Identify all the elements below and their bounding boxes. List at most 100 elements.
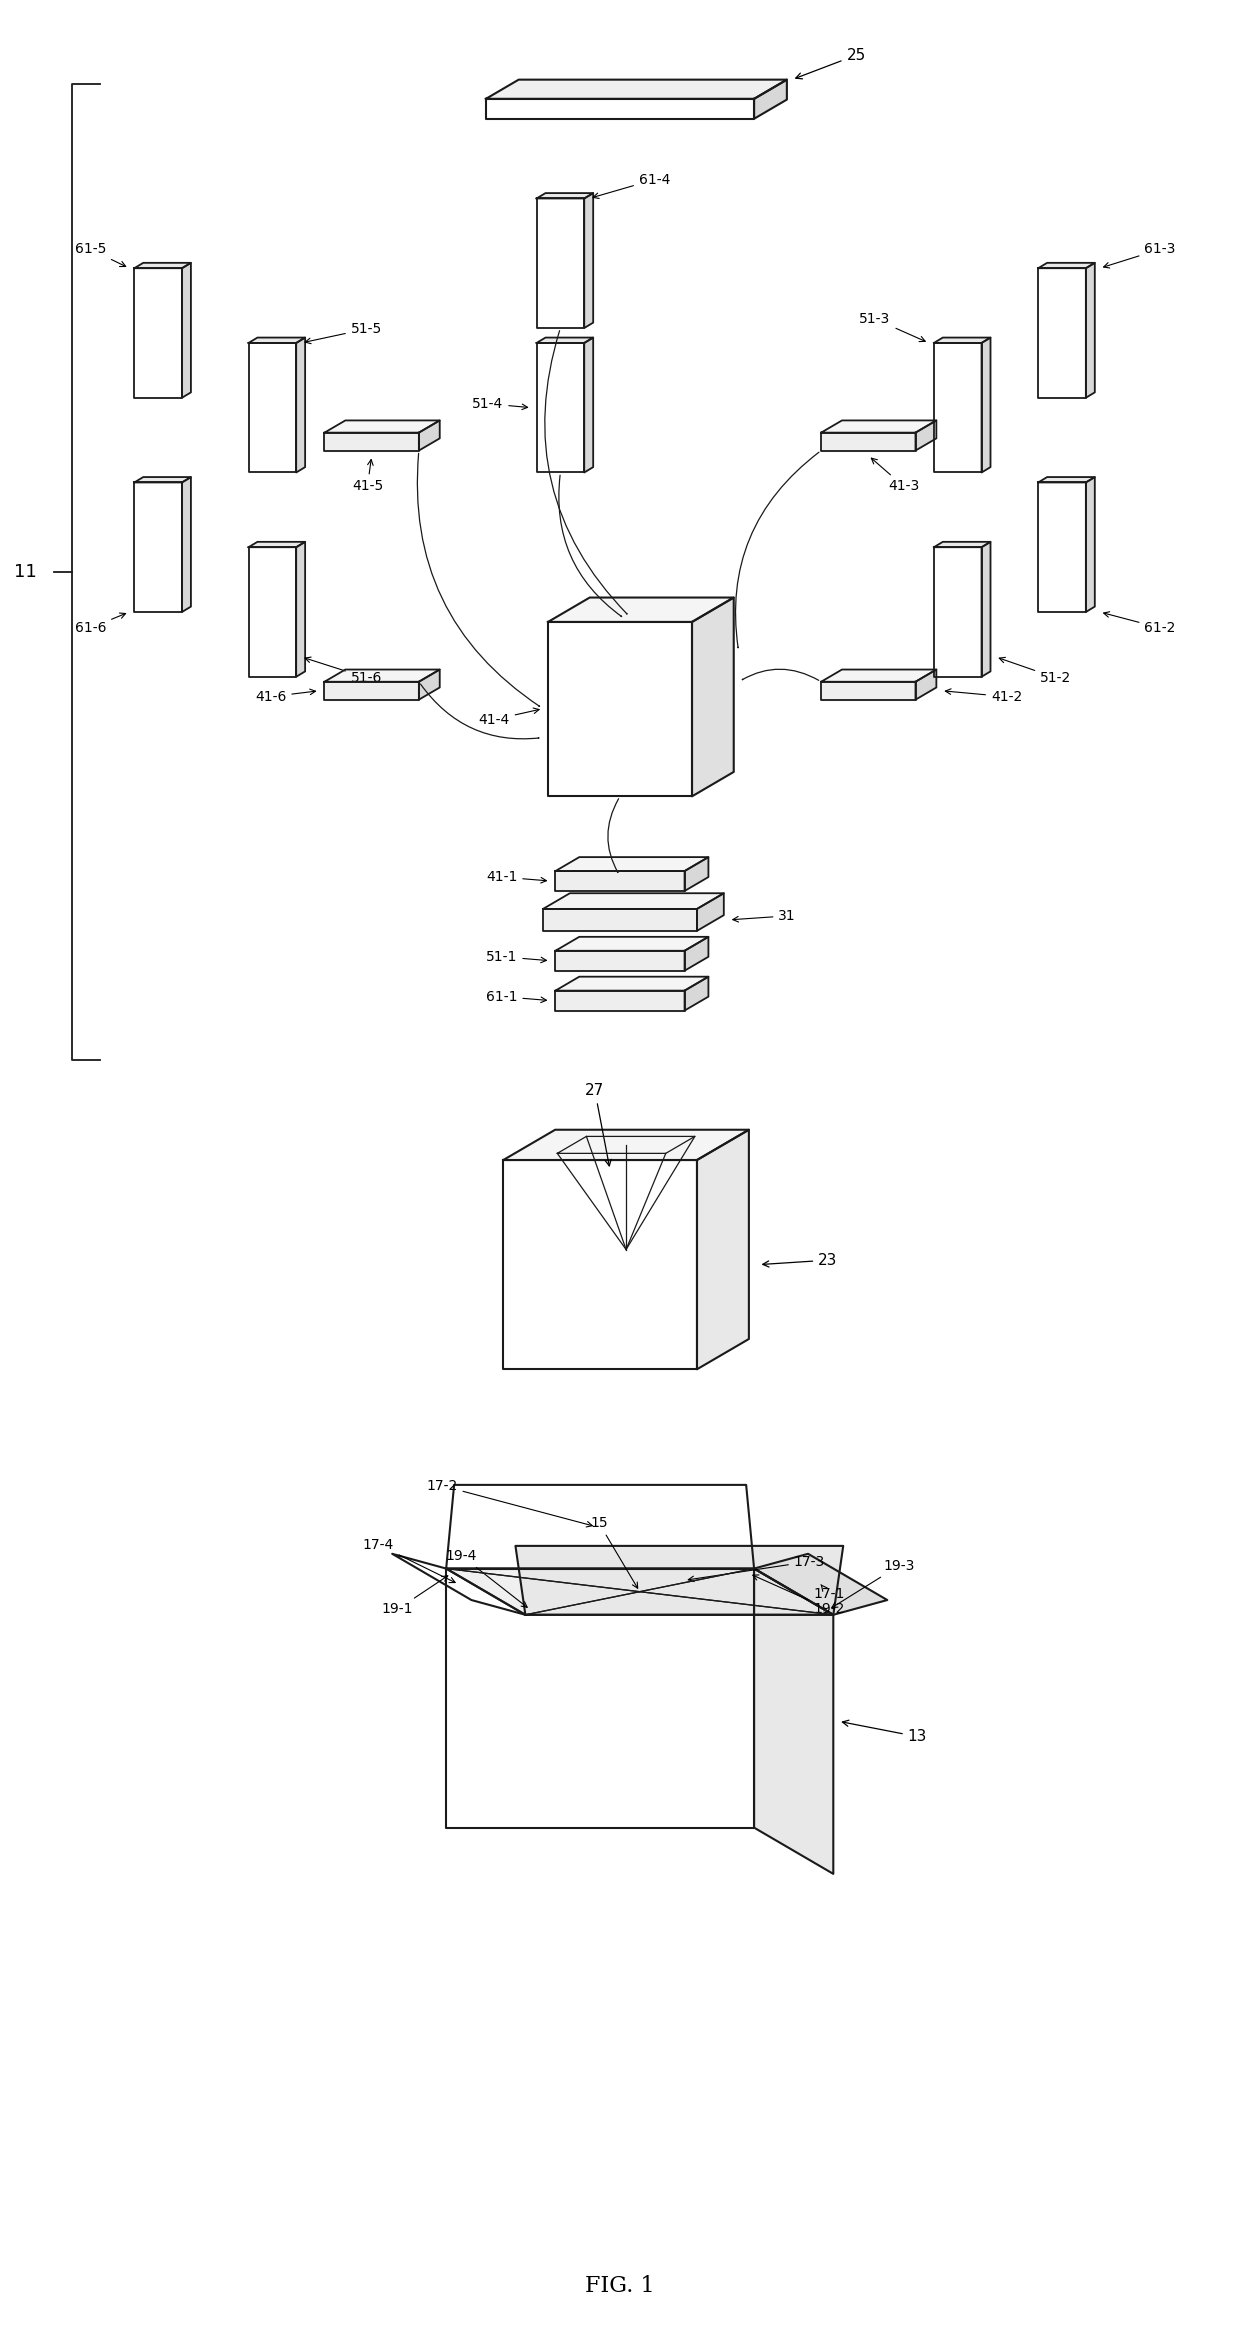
Text: 11: 11: [14, 563, 37, 582]
Polygon shape: [182, 477, 191, 612]
Polygon shape: [419, 670, 440, 701]
Polygon shape: [697, 892, 724, 930]
Polygon shape: [982, 542, 991, 677]
Polygon shape: [325, 682, 419, 701]
Text: 61-3: 61-3: [1104, 243, 1176, 269]
Polygon shape: [754, 1567, 833, 1873]
Text: 41-5: 41-5: [352, 460, 383, 493]
Polygon shape: [821, 420, 936, 432]
Text: 17-2: 17-2: [427, 1479, 593, 1528]
Text: 41-1: 41-1: [486, 869, 547, 883]
Polygon shape: [915, 420, 936, 451]
Polygon shape: [537, 343, 584, 472]
Polygon shape: [1038, 269, 1086, 397]
Polygon shape: [915, 670, 936, 701]
Polygon shape: [584, 339, 593, 472]
Polygon shape: [754, 1553, 888, 1614]
Text: 31: 31: [733, 909, 796, 923]
Polygon shape: [486, 98, 754, 119]
FancyArrowPatch shape: [559, 474, 621, 617]
Text: 23: 23: [763, 1252, 837, 1268]
Polygon shape: [1038, 484, 1086, 612]
FancyArrowPatch shape: [544, 332, 627, 614]
Text: 61-4: 61-4: [593, 173, 671, 199]
Text: 41-3: 41-3: [872, 458, 919, 493]
Polygon shape: [182, 264, 191, 397]
Polygon shape: [584, 194, 593, 327]
Polygon shape: [934, 343, 982, 472]
Text: 61-1: 61-1: [486, 990, 547, 1004]
Polygon shape: [1086, 264, 1095, 397]
Polygon shape: [934, 542, 991, 547]
Polygon shape: [419, 420, 440, 451]
Polygon shape: [248, 343, 296, 472]
Text: 15: 15: [590, 1516, 637, 1588]
Polygon shape: [556, 871, 684, 890]
Polygon shape: [1038, 264, 1095, 269]
Polygon shape: [556, 990, 684, 1011]
FancyArrowPatch shape: [420, 684, 539, 738]
Polygon shape: [548, 621, 692, 797]
Text: 17-3: 17-3: [688, 1553, 825, 1581]
FancyArrowPatch shape: [743, 668, 818, 680]
Polygon shape: [1038, 477, 1095, 484]
Text: 51-5: 51-5: [305, 322, 382, 343]
Text: 41-6: 41-6: [255, 689, 315, 703]
Polygon shape: [821, 682, 915, 701]
Polygon shape: [684, 857, 708, 890]
Polygon shape: [821, 432, 915, 451]
Polygon shape: [1086, 477, 1095, 612]
Text: 61-5: 61-5: [74, 243, 125, 266]
Text: 19-1: 19-1: [382, 1577, 448, 1617]
Polygon shape: [556, 857, 708, 871]
Polygon shape: [248, 542, 305, 547]
Polygon shape: [296, 339, 305, 472]
Text: 19-3: 19-3: [832, 1558, 914, 1607]
Polygon shape: [543, 892, 724, 909]
Text: 51-4: 51-4: [472, 397, 527, 411]
Polygon shape: [248, 339, 305, 343]
Polygon shape: [821, 670, 936, 682]
Polygon shape: [486, 79, 787, 98]
Polygon shape: [134, 269, 182, 397]
Polygon shape: [134, 484, 182, 612]
Polygon shape: [446, 1567, 833, 1614]
Polygon shape: [325, 432, 419, 451]
Polygon shape: [556, 976, 708, 990]
FancyArrowPatch shape: [418, 453, 539, 705]
Polygon shape: [548, 598, 734, 621]
Text: 17-1: 17-1: [813, 1584, 844, 1602]
Text: 17-4: 17-4: [362, 1537, 455, 1581]
Polygon shape: [503, 1131, 749, 1161]
Polygon shape: [392, 1553, 526, 1614]
FancyArrowPatch shape: [608, 799, 619, 871]
Polygon shape: [692, 598, 734, 797]
Text: 51-1: 51-1: [486, 951, 547, 965]
Polygon shape: [516, 1546, 843, 1614]
Polygon shape: [446, 1567, 754, 1827]
Polygon shape: [248, 547, 296, 677]
Polygon shape: [325, 670, 440, 682]
Polygon shape: [754, 79, 787, 119]
Text: 13: 13: [842, 1719, 928, 1745]
Polygon shape: [537, 194, 593, 199]
Polygon shape: [134, 477, 191, 484]
Text: FIG. 1: FIG. 1: [585, 2275, 655, 2296]
Text: 51-3: 51-3: [859, 313, 925, 341]
Polygon shape: [325, 420, 440, 432]
Text: 41-4: 41-4: [479, 708, 539, 726]
Text: 61-6: 61-6: [74, 612, 125, 635]
Text: 41-2: 41-2: [945, 689, 1022, 703]
Polygon shape: [556, 951, 684, 972]
Polygon shape: [934, 547, 982, 677]
Polygon shape: [537, 339, 593, 343]
Text: 25: 25: [796, 47, 866, 79]
Text: 51-6: 51-6: [305, 656, 382, 684]
Polygon shape: [684, 976, 708, 1011]
Polygon shape: [934, 339, 991, 343]
Polygon shape: [556, 937, 708, 951]
Polygon shape: [684, 937, 708, 972]
Polygon shape: [697, 1131, 749, 1369]
Text: 27: 27: [585, 1084, 611, 1166]
Polygon shape: [543, 909, 697, 930]
